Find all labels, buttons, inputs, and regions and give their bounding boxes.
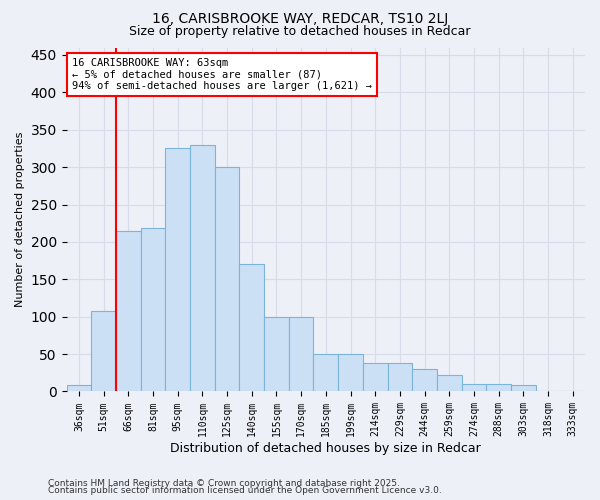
Bar: [363, 363, 388, 392]
Bar: [116, 230, 141, 392]
X-axis label: Distribution of detached houses by size in Redcar: Distribution of detached houses by size …: [170, 442, 481, 455]
Bar: [91, 312, 116, 392]
Bar: [437, 375, 461, 392]
Bar: [166, 148, 190, 392]
Bar: [141, 228, 166, 392]
Bar: [264, 316, 289, 392]
Bar: [461, 384, 486, 392]
Y-axis label: Number of detached properties: Number of detached properties: [15, 132, 25, 307]
Bar: [215, 167, 239, 392]
Text: Size of property relative to detached houses in Redcar: Size of property relative to detached ho…: [129, 25, 471, 38]
Text: Contains HM Land Registry data © Crown copyright and database right 2025.: Contains HM Land Registry data © Crown c…: [48, 478, 400, 488]
Text: 16, CARISBROOKE WAY, REDCAR, TS10 2LJ: 16, CARISBROOKE WAY, REDCAR, TS10 2LJ: [152, 12, 448, 26]
Bar: [388, 363, 412, 392]
Text: Contains public sector information licensed under the Open Government Licence v3: Contains public sector information licen…: [48, 486, 442, 495]
Bar: [67, 386, 91, 392]
Bar: [511, 386, 536, 392]
Bar: [239, 264, 264, 392]
Bar: [486, 384, 511, 392]
Bar: [313, 354, 338, 392]
Bar: [190, 144, 215, 392]
Bar: [412, 369, 437, 392]
Bar: [338, 354, 363, 392]
Text: 16 CARISBROOKE WAY: 63sqm
← 5% of detached houses are smaller (87)
94% of semi-d: 16 CARISBROOKE WAY: 63sqm ← 5% of detach…: [72, 58, 372, 91]
Bar: [289, 316, 313, 392]
